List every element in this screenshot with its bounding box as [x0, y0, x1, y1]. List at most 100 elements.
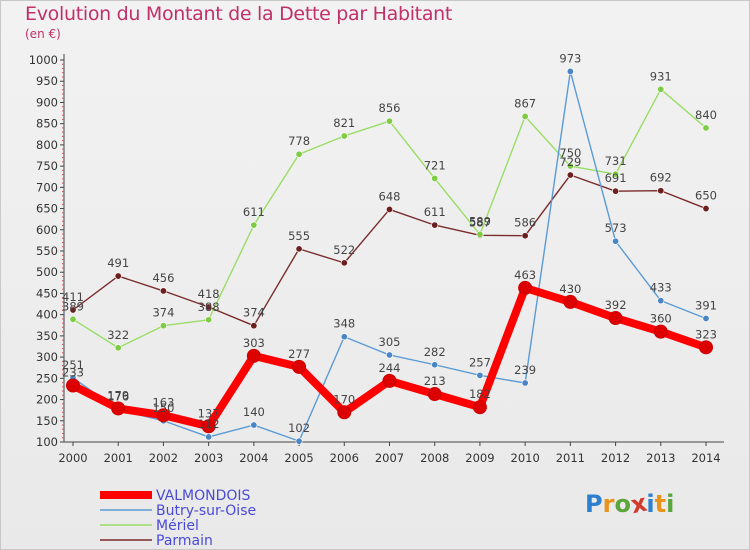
- data-label: 150: [152, 401, 174, 415]
- proxiti-logo: Proxiti: [585, 489, 675, 520]
- logo-letter: o: [614, 490, 631, 518]
- data-label: 392: [605, 298, 627, 312]
- data-label: 456: [152, 271, 174, 285]
- data-point: [385, 351, 393, 359]
- data-label: 867: [514, 96, 536, 110]
- legend-label: Parmain: [156, 533, 213, 549]
- data-label: 244: [379, 361, 401, 375]
- data-label: 856: [379, 101, 401, 115]
- data-label: 691: [605, 171, 627, 185]
- logo-letter: i: [646, 490, 655, 518]
- data-point: [69, 306, 77, 314]
- data-point: [250, 322, 258, 330]
- data-point: [612, 187, 620, 195]
- y-tick-label: 500: [36, 265, 58, 279]
- logo-letter: i: [666, 490, 675, 518]
- data-point: [476, 371, 484, 379]
- data-label: 522: [333, 243, 355, 257]
- data-label: 251: [62, 358, 84, 372]
- data-point: [159, 322, 167, 330]
- data-label: 587: [469, 215, 491, 229]
- data-label: 391: [695, 298, 717, 312]
- chart-title: Evolution du Montant de la Dette par Hab…: [25, 3, 453, 25]
- data-point: [292, 359, 307, 374]
- data-label: 491: [107, 256, 129, 270]
- x-tick-label: 2009: [465, 451, 494, 465]
- data-point: [566, 162, 574, 170]
- y-tick-label: 950: [36, 74, 58, 88]
- data-point: [476, 230, 484, 238]
- y-tick-label: 200: [36, 393, 58, 407]
- x-tick-label: 2014: [691, 451, 720, 465]
- data-label: 213: [424, 374, 446, 388]
- data-point: [114, 344, 122, 352]
- chart-unit: (en €): [25, 27, 61, 41]
- data-label: 239: [514, 363, 536, 377]
- data-point: [657, 85, 665, 93]
- data-point: [472, 400, 487, 415]
- x-tick-label: 2006: [330, 451, 359, 465]
- data-label: 277: [288, 347, 310, 361]
- data-label: 388: [198, 300, 220, 314]
- data-label: 176: [107, 390, 129, 404]
- y-tick-label: 300: [36, 350, 58, 364]
- data-point: [340, 132, 348, 140]
- data-label: 411: [62, 290, 84, 304]
- x-tick-label: 2003: [194, 451, 223, 465]
- data-point: [521, 379, 529, 387]
- data-label: 648: [379, 189, 401, 203]
- data-point: [205, 316, 213, 324]
- data-label: 821: [333, 116, 355, 130]
- y-tick-label: 600: [36, 223, 58, 237]
- data-label: 463: [514, 268, 536, 282]
- y-tick-label: 100: [36, 435, 58, 449]
- data-point: [385, 205, 393, 213]
- x-tick-label: 2011: [556, 451, 585, 465]
- data-label: 282: [424, 345, 446, 359]
- data-point: [337, 405, 352, 420]
- data-point: [518, 280, 533, 295]
- data-point: [382, 373, 397, 388]
- data-label: 360: [650, 312, 672, 326]
- data-label: 374: [243, 306, 265, 320]
- data-label: 750: [559, 146, 581, 160]
- data-point: [385, 117, 393, 125]
- y-tick-label: 750: [36, 159, 58, 173]
- data-label: 182: [469, 387, 491, 401]
- data-point: [205, 433, 213, 441]
- y-tick-label: 1000: [29, 53, 58, 67]
- y-tick-label: 550: [36, 244, 58, 258]
- data-label: 322: [107, 328, 129, 342]
- legend-label: VALMONDOIS: [156, 488, 251, 504]
- data-point: [156, 408, 171, 423]
- data-label: 305: [379, 335, 401, 349]
- data-point: [566, 67, 574, 75]
- data-point: [431, 174, 439, 182]
- data-label: 374: [152, 306, 174, 320]
- data-label: 112: [198, 417, 220, 431]
- data-label: 555: [288, 229, 310, 243]
- data-point: [657, 187, 665, 195]
- data-label: 179: [107, 388, 129, 402]
- logo-letter: t: [654, 490, 667, 518]
- x-tick-label: 2007: [375, 451, 404, 465]
- data-point: [69, 315, 77, 323]
- y-tick-label: 250: [36, 371, 58, 385]
- data-point: [702, 124, 710, 132]
- y-tick-label: 700: [36, 180, 58, 194]
- data-label: 573: [605, 221, 627, 235]
- data-point: [431, 221, 439, 229]
- data-label: 102: [288, 421, 310, 435]
- x-tick-label: 2012: [601, 451, 630, 465]
- data-label: 233: [62, 366, 84, 380]
- logo-letter: P: [585, 490, 603, 518]
- data-label: 389: [62, 299, 84, 313]
- data-point: [250, 421, 258, 429]
- data-label: 731: [605, 154, 627, 168]
- data-point: [114, 272, 122, 280]
- data-label: 257: [469, 355, 491, 369]
- data-point: [521, 232, 529, 240]
- logo-letter: r: [602, 490, 615, 518]
- data-label: 692: [650, 171, 672, 185]
